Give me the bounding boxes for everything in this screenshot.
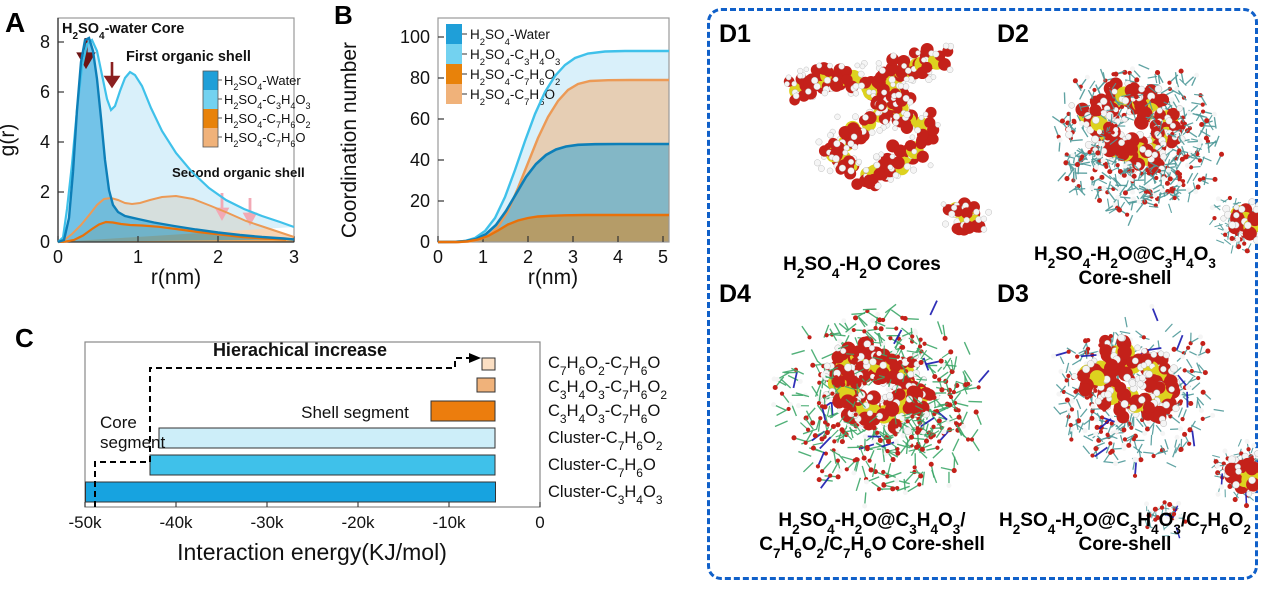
svg-text:-30k: -30k [250, 513, 284, 532]
svg-text:C: C [15, 323, 34, 353]
svg-text:H2SO4-C7H6O2: H2SO4-C7H6O2 [470, 67, 560, 88]
svg-text:-50k: -50k [68, 513, 102, 532]
svg-text:60: 60 [410, 109, 430, 129]
svg-text:Core: Core [100, 413, 137, 432]
svg-text:C3H4O3-C7H6O2: C3H4O3-C7H6O2 [548, 378, 667, 402]
svg-text:H2SO4-C3H4O3: H2SO4-C3H4O3 [224, 92, 311, 111]
svg-text:H2SO4-Water: H2SO4-Water [224, 73, 301, 92]
svg-text:First organic shell: First organic shell [126, 49, 251, 65]
svg-text:8: 8 [40, 32, 50, 52]
svg-text:Cluster-C7H6O: Cluster-C7H6O [548, 456, 656, 480]
svg-text:Cluster-C7H6O2: Cluster-C7H6O2 [548, 429, 663, 453]
svg-text:H2SO4-H2O@C3H4O3/C7H6O2: H2SO4-H2O@C3H4O3/C7H6O2 [999, 510, 1251, 537]
svg-text:-20k: -20k [341, 513, 375, 532]
svg-text:C3H4O3-C7H6O: C3H4O3-C7H6O [548, 402, 660, 426]
svg-text:2: 2 [40, 182, 50, 202]
svg-text:H2SO4-H2O@C3H4O3/: H2SO4-H2O@C3H4O3/ [778, 510, 966, 537]
svg-text:segment: segment [100, 433, 165, 452]
svg-text:r(nm): r(nm) [151, 266, 201, 289]
svg-text:C7H6O2/C7H6O Core-shell: C7H6O2/C7H6O Core-shell [759, 534, 985, 561]
svg-text:3: 3 [568, 247, 578, 267]
svg-text:5: 5 [658, 247, 668, 267]
svg-text:-40k: -40k [159, 513, 193, 532]
svg-text:g(r): g(r) [0, 124, 19, 157]
svg-text:Interaction energy(KJ/mol): Interaction energy(KJ/mol) [177, 539, 447, 565]
svg-text:0: 0 [40, 232, 50, 252]
svg-text:H2SO4-Water: H2SO4-Water [470, 27, 550, 48]
svg-text:4: 4 [40, 132, 50, 152]
svg-text:D4: D4 [719, 280, 751, 308]
svg-text:Cluster-C3H4O3: Cluster-C3H4O3 [548, 483, 663, 507]
svg-text:3: 3 [289, 247, 299, 267]
svg-text:H2SO4-C7H6O: H2SO4-C7H6O [224, 130, 305, 149]
svg-text:2: 2 [523, 247, 533, 267]
svg-text:H2SO4-water Core: H2SO4-water Core [62, 21, 184, 42]
svg-text:40: 40 [410, 150, 430, 170]
svg-text:0: 0 [420, 232, 430, 252]
svg-text:D1: D1 [719, 20, 751, 48]
svg-text:Core-shell: Core-shell [1079, 268, 1172, 289]
svg-text:Coordination number: Coordination number [338, 42, 361, 238]
svg-text:0: 0 [535, 513, 544, 532]
svg-text:H2SO4-H2O@C3H4O3: H2SO4-H2O@C3H4O3 [1034, 244, 1216, 271]
svg-text:H2SO4-C7H6O2: H2SO4-C7H6O2 [224, 111, 311, 130]
svg-text:r(nm): r(nm) [528, 266, 578, 289]
svg-text:20: 20 [410, 191, 430, 211]
svg-text:H2SO4-H2O Cores: H2SO4-H2O Cores [783, 254, 941, 281]
svg-text:B: B [334, 0, 353, 30]
svg-text:Core-shell: Core-shell [1079, 534, 1172, 555]
svg-text:0: 0 [433, 247, 443, 267]
svg-text:80: 80 [410, 68, 430, 88]
svg-text:0: 0 [53, 247, 63, 267]
svg-text:6: 6 [40, 82, 50, 102]
svg-text:D3: D3 [997, 280, 1029, 308]
svg-text:C7H6O2-C7H6O: C7H6O2-C7H6O [548, 354, 660, 378]
svg-text:-10k: -10k [432, 513, 466, 532]
svg-text:100: 100 [400, 27, 430, 47]
svg-text:4: 4 [613, 247, 623, 267]
svg-text:2: 2 [213, 247, 223, 267]
svg-text:Hierachical increase: Hierachical increase [213, 340, 387, 360]
svg-text:A: A [5, 7, 25, 38]
svg-text:Shell segment: Shell segment [301, 403, 409, 422]
svg-text:1: 1 [478, 247, 488, 267]
svg-text:1: 1 [133, 247, 143, 267]
svg-text:D2: D2 [997, 20, 1029, 48]
svg-text:H2SO4-C3H4O3: H2SO4-C3H4O3 [470, 47, 560, 68]
